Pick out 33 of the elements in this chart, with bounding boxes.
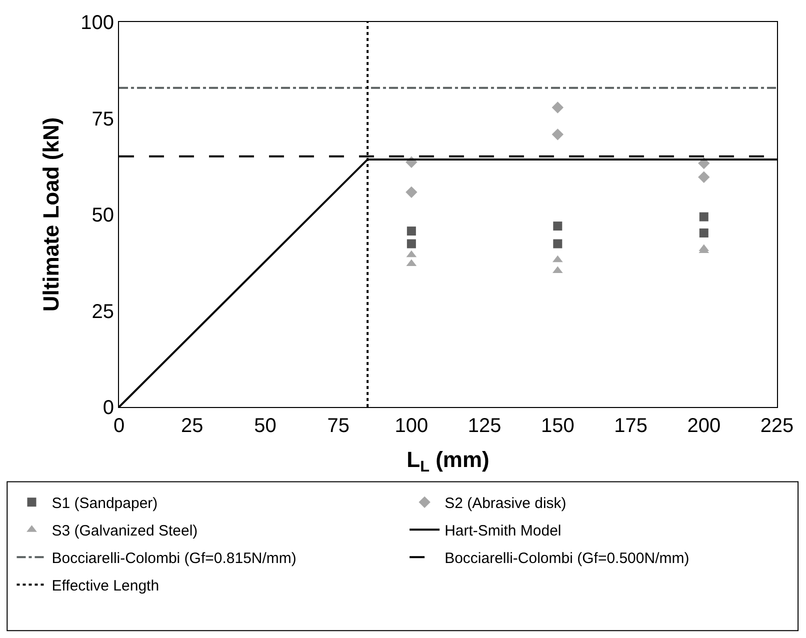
- x-tick-label: 50: [254, 415, 276, 437]
- point: [699, 212, 708, 222]
- y-tick-label: 75: [92, 108, 114, 130]
- point: [699, 228, 708, 238]
- x-tick-label: 100: [394, 415, 428, 437]
- legend-label: S3 (Galvanized Steel): [52, 522, 198, 540]
- y-tick-label: 0: [102, 397, 114, 419]
- x-tick-label: 75: [327, 415, 350, 437]
- x-tick-label: 200: [687, 415, 721, 437]
- legend-label: S2 (Abrasive disk): [444, 495, 566, 512]
- x-tick-label: 225: [760, 415, 794, 437]
- y-tick-label: 100: [80, 12, 114, 34]
- y-tick-label: 50: [92, 204, 114, 226]
- point: [406, 186, 418, 198]
- legend-label: Hart-Smith Model: [444, 522, 562, 540]
- point: [552, 102, 564, 114]
- point: [406, 239, 416, 248]
- y-axis-title: Ultimate Load (kN): [38, 117, 64, 312]
- x-tick-label: 25: [180, 415, 204, 437]
- x-tick-label: 175: [614, 415, 648, 437]
- point: [698, 171, 710, 183]
- legend-label: Bocciarelli-Colombi (Gf=0.500N/mm): [444, 550, 690, 568]
- point: [553, 239, 562, 248]
- x-tick-label: 125: [468, 415, 502, 437]
- point: [553, 222, 562, 231]
- point: [406, 226, 416, 236]
- x-tick-label: 150: [540, 415, 574, 437]
- x-axis-title: L$_{L}$ (mm): [406, 446, 490, 476]
- legend-label: Effective Length: [52, 578, 160, 595]
- legend-label: S1 (Sandpaper): [52, 495, 158, 512]
- y-tick-label: 25: [92, 300, 114, 323]
- legend-label: Bocciarelli-Colombi (Gf=0.815N/mm): [52, 550, 296, 568]
- point: [552, 128, 564, 140]
